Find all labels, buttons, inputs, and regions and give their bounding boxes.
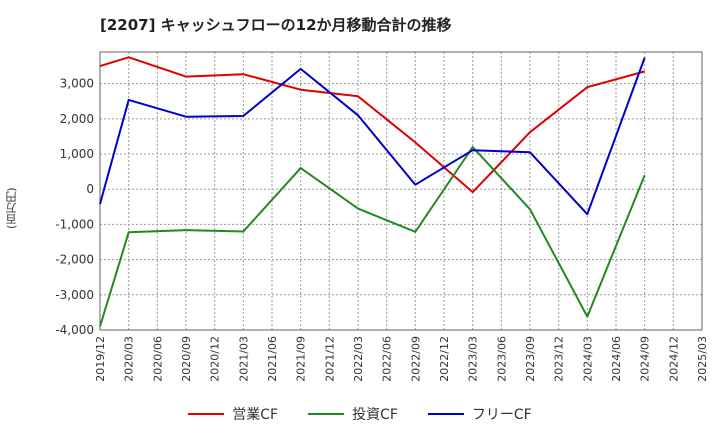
x-tick-label: 2022/12 <box>438 336 451 382</box>
x-tick-label: 2022/09 <box>409 336 422 382</box>
y-tick-label: 2,000 <box>60 112 94 126</box>
plot-border <box>99 51 703 331</box>
x-tick-label: 2023/09 <box>524 336 537 382</box>
series-line-investing-cf <box>99 146 646 327</box>
x-tick-label: 2020/09 <box>180 336 193 382</box>
x-tick-label: 2021/03 <box>237 336 250 382</box>
legend: 営業CF 投資CF フリーCF <box>0 404 720 424</box>
legend-swatch-operating-cf <box>188 413 225 415</box>
x-tick-label: 2023/03 <box>467 336 480 382</box>
x-tick-label: 2024/06 <box>610 336 623 382</box>
y-tick-label: -3,000 <box>55 288 94 302</box>
legend-label-operating-cf: 営業CF <box>232 407 279 423</box>
x-tick-label: 2024/09 <box>639 336 652 382</box>
x-tick-label: 2022/03 <box>352 336 365 382</box>
legend-label-investing-cf: 投資CF <box>352 407 398 423</box>
y-tick-label: -1,000 <box>55 217 94 231</box>
chart-title: [2207] キャッシュフローの12か月移動合計の推移 <box>100 16 452 34</box>
x-tick-label: 2025/03 <box>696 336 709 382</box>
legend-item-free-cf: フリーCF <box>427 404 532 424</box>
series-line-operating-cf <box>99 56 645 194</box>
x-tick-label: 2020/12 <box>209 336 222 382</box>
plot-area <box>100 52 702 330</box>
y-tick-label: 3,000 <box>60 77 94 91</box>
x-tick-label: 2020/03 <box>123 336 136 382</box>
legend-swatch-investing-cf <box>308 413 345 415</box>
x-tick-label: 2023/12 <box>553 336 566 382</box>
x-tick-label: 2024/03 <box>581 336 594 382</box>
x-tick-label: 2023/06 <box>495 336 508 382</box>
legend-label-free-cf: フリーCF <box>471 407 532 423</box>
series-line-free-cf <box>99 57 646 216</box>
x-tick-label: 2024/12 <box>667 336 680 382</box>
y-tick-label: -2,000 <box>55 253 94 267</box>
legend-swatch-free-cf <box>427 413 464 415</box>
y-tick-label: -4,000 <box>55 323 94 337</box>
x-tick-label: 2021/12 <box>323 336 336 382</box>
x-tick-label: 2019/12 <box>94 336 107 382</box>
y-tick-label: 0 <box>86 182 94 196</box>
x-tick-label: 2022/06 <box>381 336 394 382</box>
y-tick-label: 1,000 <box>60 147 94 161</box>
legend-item-operating-cf: 営業CF <box>188 404 278 424</box>
x-tick-label: 2020/06 <box>151 336 164 382</box>
legend-item-investing-cf: 投資CF <box>308 404 398 424</box>
x-tick-label: 2021/09 <box>295 336 308 382</box>
x-tick-label: 2021/06 <box>266 336 279 382</box>
